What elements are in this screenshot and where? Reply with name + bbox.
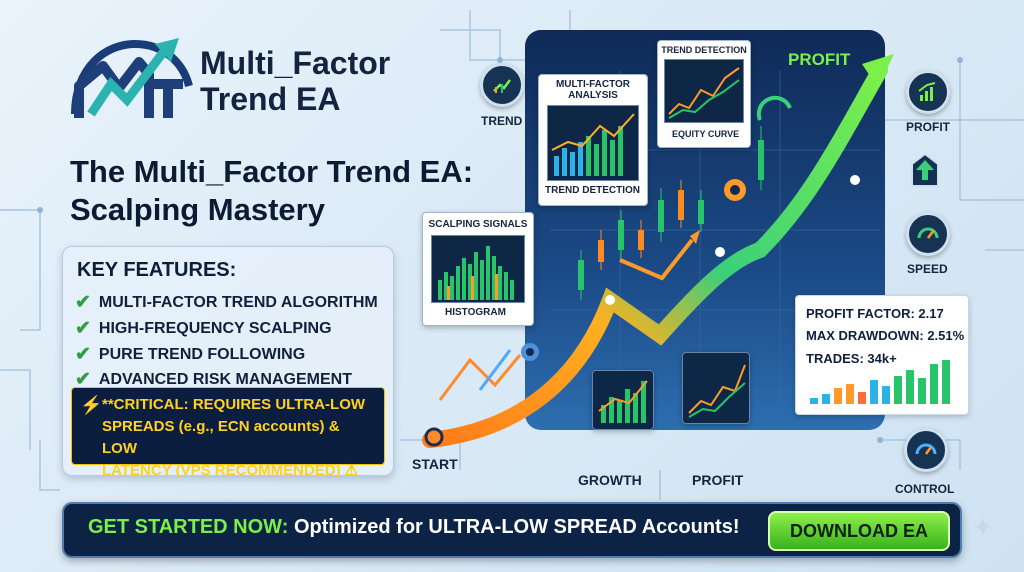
cta-body-text: Optimized for ULTRA-LOW SPREAD Accounts!	[293, 516, 740, 538]
max-drawdown-stat: MAX DRAWDOWN: 2.51%	[806, 328, 965, 343]
download-ea-button[interactable]: DOWNLOAD EA	[768, 511, 950, 551]
feature-label: HIGH-FREQUENCY SCALPING	[98, 319, 332, 337]
stats-card: PROFIT FACTOR: 2.17 MAX DRAWDOWN: 2.51% …	[795, 295, 969, 415]
critical-line-1: **CRITICAL: REQUIRES ULTRA-LOW	[102, 396, 366, 413]
profit-mini-card	[682, 352, 750, 424]
equity-mini-chart	[664, 59, 744, 123]
lightning-icon: ⚡	[80, 395, 103, 415]
trend-icon	[480, 63, 524, 107]
trades-stat: TRADES: 34k+	[806, 351, 897, 366]
headline-line-1: The Multi_Factor Trend EA:	[70, 154, 474, 189]
sparkle-icon: ✦	[972, 512, 994, 542]
logo-title: Multi_Factor Trend EA	[200, 45, 390, 117]
check-icon: ✔	[75, 344, 91, 365]
profit-icon	[906, 70, 950, 114]
feature-item: ✔ HIGH-FREQUENCY SCALPING	[75, 317, 332, 340]
speedometer-icon	[906, 212, 950, 256]
key-features-title: KEY FEATURES:	[77, 259, 237, 281]
multi-factor-mini-chart	[547, 105, 639, 181]
key-features-panel: KEY FEATURES: ✔ MULTI-FACTOR TREND ALGORI…	[62, 246, 394, 479]
critical-line-2: SPREADS (e.g., ECN accounts) & LOW	[102, 418, 340, 457]
histogram-title: HISTOGRAM	[445, 307, 506, 318]
logo-line-1: Multi_Factor	[200, 45, 391, 81]
growth-mini-card	[592, 370, 654, 430]
check-icon: ✔	[75, 292, 91, 313]
chart-profit-bottom-label: PROFIT	[692, 472, 744, 488]
multi-factor-title: MULTI-FACTOR ANALYSIS	[555, 79, 631, 101]
control-gauge-icon	[904, 428, 948, 472]
logo-line-2: Trend EA	[200, 81, 341, 117]
control-icon-label: CONTROL	[895, 482, 955, 496]
check-icon: ✔	[75, 318, 91, 339]
cta-banner: GET STARTED NOW: Optimized for ULTRA-LOW…	[62, 502, 962, 558]
equity-curve-title: EQUITY CURVE	[672, 129, 740, 139]
feature-item: ✔ ADVANCED RISK MANAGEMENT	[75, 368, 352, 391]
trend-detection-bottom-title: TREND DETECTION	[545, 185, 640, 196]
page-headline: The Multi_Factor Trend EA: Scalping Mast…	[70, 153, 473, 229]
feature-label: MULTI-FACTOR TREND ALGORITHM	[98, 293, 378, 311]
feature-label: PURE TREND FOLLOWING	[98, 345, 306, 363]
logo-mark-icon	[71, 38, 193, 118]
trend-detection-top-title: TREND DETECTION	[661, 45, 747, 55]
feature-item: ✔ MULTI-FACTOR TREND ALGORITHM	[75, 291, 378, 314]
scalping-signals-title: SCALPING SIGNALS	[428, 219, 528, 230]
chart-start-label: START	[412, 456, 458, 472]
profit-factor-stat: PROFIT FACTOR: 2.17	[806, 306, 944, 321]
check-icon: ✔	[75, 369, 91, 390]
critical-notice: ⚡ **CRITICAL: REQUIRES ULTRA-LOW SPREADS…	[71, 387, 385, 479]
headline-line-2: Scalping Mastery	[70, 192, 325, 227]
equity-curve-card: TREND DETECTION EQUITY CURVE	[657, 40, 751, 148]
up-arrow-icon	[908, 150, 942, 190]
cta-lead-text: GET STARTED NOW:	[88, 516, 289, 538]
chart-growth-label: GROWTH	[578, 472, 642, 488]
chart-profit-top-label: PROFIT	[788, 50, 851, 69]
profit-icon-label: PROFIT	[906, 120, 950, 134]
trend-label: TREND	[481, 114, 523, 128]
scalping-signals-card: SCALPING SIGNALS HISTOGRAM	[422, 212, 534, 326]
speed-icon-label: SPEED	[907, 262, 948, 276]
warning-icon: ⚠	[344, 462, 359, 479]
stats-bar-chart	[810, 360, 950, 404]
histogram-mini-chart	[431, 235, 525, 303]
growth-chart	[422, 54, 894, 448]
critical-line-3: LATENCY (VPS RECOMMENDED)	[102, 462, 341, 479]
feature-item: ✔ PURE TREND FOLLOWING	[75, 343, 305, 366]
multi-factor-card: MULTI-FACTOR ANALYSIS TREND DETECTION	[538, 74, 648, 206]
feature-label: ADVANCED RISK MANAGEMENT	[98, 370, 352, 388]
candlesticks	[578, 126, 764, 300]
